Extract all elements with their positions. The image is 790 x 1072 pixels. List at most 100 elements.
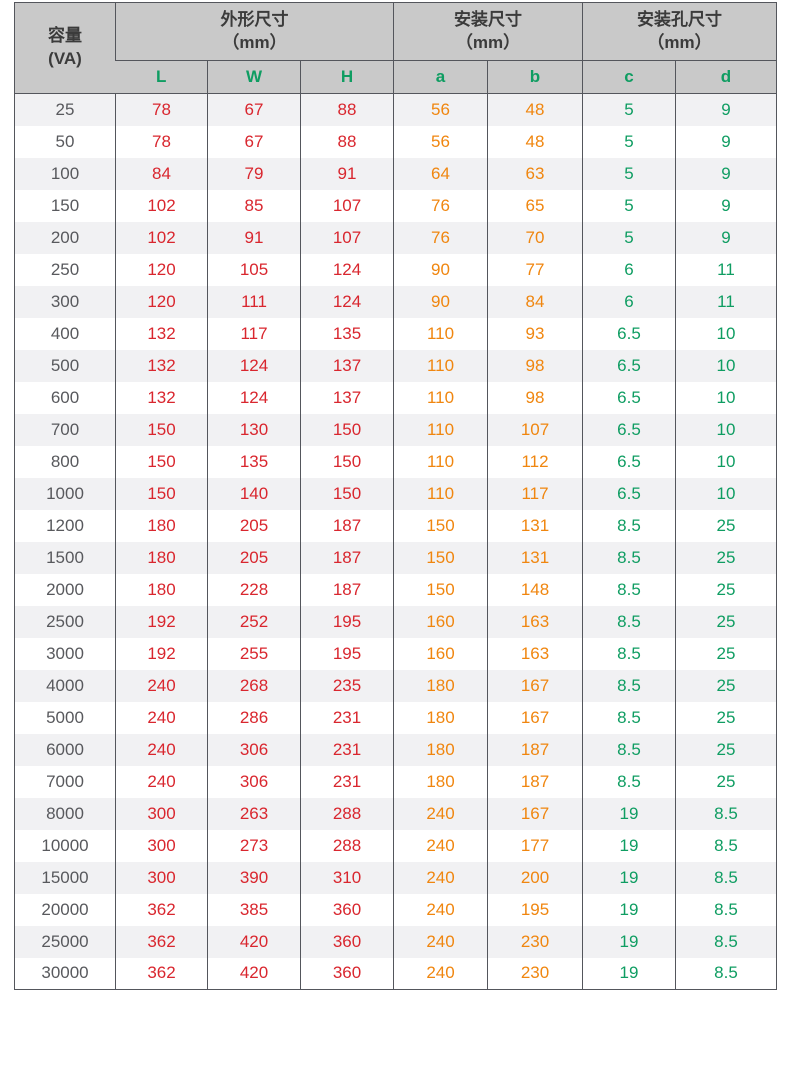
mount-b-cell: 177 (487, 829, 583, 862)
height-cell: 124 (300, 253, 394, 286)
mounting-dimensions-group-header: 安装尺寸 （mm） (393, 2, 583, 61)
length-cell: 132 (115, 349, 208, 382)
width-cell: 91 (207, 221, 301, 254)
mount-a-cell: 110 (393, 317, 488, 350)
mount-a-cell: 180 (393, 765, 488, 798)
hole-d-cell: 25 (675, 765, 777, 798)
height-cell: 150 (300, 445, 394, 478)
hole-c-cell: 5 (582, 125, 676, 158)
sub-header-row: L W H a b c d (15, 60, 777, 94)
width-cell: 385 (207, 893, 301, 926)
table-row: 500 132 124 137 110 98 6.5 10 (14, 349, 777, 382)
width-cell: 140 (207, 477, 301, 510)
width-cell: 390 (207, 861, 301, 894)
width-cell: 67 (207, 125, 301, 158)
height-cell: 288 (300, 829, 394, 862)
length-cell: 240 (115, 765, 208, 798)
width-cell: 306 (207, 765, 301, 798)
length-cell: 132 (115, 381, 208, 414)
table-row: 1500 180 205 187 150 131 8.5 25 (14, 541, 777, 574)
mount-b-cell: 148 (487, 573, 583, 606)
mount-b-cell: 48 (487, 125, 583, 158)
hole-c-cell: 19 (582, 797, 676, 830)
length-cell: 150 (115, 477, 208, 510)
width-cell: 286 (207, 701, 301, 734)
length-cell: 192 (115, 605, 208, 638)
table-header: 容量 (VA) 外形尺寸 （mm） 安装尺寸 （mm） 安装孔尺寸 （mm） L… (14, 2, 777, 94)
capacity-cell: 15000 (14, 861, 116, 894)
mount-a-cell: 110 (393, 349, 488, 382)
height-cell: 187 (300, 573, 394, 606)
hole-c-cell: 19 (582, 893, 676, 926)
mount-a-cell: 76 (393, 189, 488, 222)
length-cell: 132 (115, 317, 208, 350)
table-row: 50 78 67 88 56 48 5 9 (14, 125, 777, 158)
mount-a-cell: 160 (393, 605, 488, 638)
mount-b-cell: 230 (487, 925, 583, 958)
group-header-row: 容量 (VA) 外形尺寸 （mm） 安装尺寸 （mm） 安装孔尺寸 （mm） (14, 2, 777, 94)
hole-d-cell: 10 (675, 413, 777, 446)
length-cell: 102 (115, 221, 208, 254)
width-cell: 306 (207, 733, 301, 766)
length-cell: 240 (115, 669, 208, 702)
capacity-cell: 30000 (14, 957, 116, 990)
width-cell: 67 (207, 93, 301, 126)
capacity-cell: 25000 (14, 925, 116, 958)
hole-d-cell: 25 (675, 605, 777, 638)
mount-a-cell: 160 (393, 637, 488, 670)
mount-b-cell: 63 (487, 157, 583, 190)
hole-d-cell: 25 (675, 509, 777, 542)
hole-c-cell: 6 (582, 285, 676, 318)
height-cell: 137 (300, 349, 394, 382)
length-cell: 300 (115, 797, 208, 830)
mount-a-cell: 90 (393, 285, 488, 318)
height-cell: 150 (300, 413, 394, 446)
mount-b-cell: 98 (487, 349, 583, 382)
height-cell: 91 (300, 157, 394, 190)
height-cell: 231 (300, 701, 394, 734)
capacity-cell: 50 (14, 125, 116, 158)
hole-d-cell: 9 (675, 189, 777, 222)
hole-c-cell: 5 (582, 189, 676, 222)
table-row: 200 102 91 107 76 70 5 9 (14, 221, 777, 254)
capacity-cell: 300 (14, 285, 116, 318)
capacity-cell: 700 (14, 413, 116, 446)
hole-c-cell: 6.5 (582, 477, 676, 510)
mount-a-cell: 64 (393, 157, 488, 190)
width-cell: 273 (207, 829, 301, 862)
capacity-cell: 10000 (14, 829, 116, 862)
length-cell: 120 (115, 253, 208, 286)
capacity-cell: 6000 (14, 733, 116, 766)
mount-b-cell: 70 (487, 221, 583, 254)
length-cell: 362 (115, 957, 208, 990)
width-cell: 255 (207, 637, 301, 670)
capacity-cell: 200 (14, 221, 116, 254)
hole-c-cell: 6.5 (582, 445, 676, 478)
col-header-W: W (207, 60, 301, 94)
mount-a-cell: 180 (393, 701, 488, 734)
hole-d-cell: 9 (675, 157, 777, 190)
mount-a-cell: 240 (393, 829, 488, 862)
table-row: 20000 362 385 360 240 195 19 8.5 (14, 893, 777, 926)
table-row: 1200 180 205 187 150 131 8.5 25 (14, 509, 777, 542)
length-cell: 300 (115, 829, 208, 862)
width-cell: 268 (207, 669, 301, 702)
length-cell: 180 (115, 573, 208, 606)
mount-a-cell: 240 (393, 861, 488, 894)
width-cell: 420 (207, 957, 301, 990)
capacity-cell: 100 (14, 157, 116, 190)
width-cell: 117 (207, 317, 301, 350)
length-cell: 150 (115, 413, 208, 446)
spec-table: 容量 (VA) 外形尺寸 （mm） 安装尺寸 （mm） 安装孔尺寸 （mm） L… (14, 2, 777, 990)
length-cell: 240 (115, 733, 208, 766)
mount-b-cell: 163 (487, 637, 583, 670)
hole-d-cell: 25 (675, 637, 777, 670)
height-cell: 195 (300, 605, 394, 638)
mount-b-cell: 48 (487, 93, 583, 126)
mount-a-cell: 240 (393, 957, 488, 990)
width-cell: 252 (207, 605, 301, 638)
table-row: 30000 362 420 360 240 230 19 8.5 (14, 957, 777, 990)
height-cell: 231 (300, 765, 394, 798)
width-cell: 124 (207, 349, 301, 382)
capacity-cell: 1500 (14, 541, 116, 574)
